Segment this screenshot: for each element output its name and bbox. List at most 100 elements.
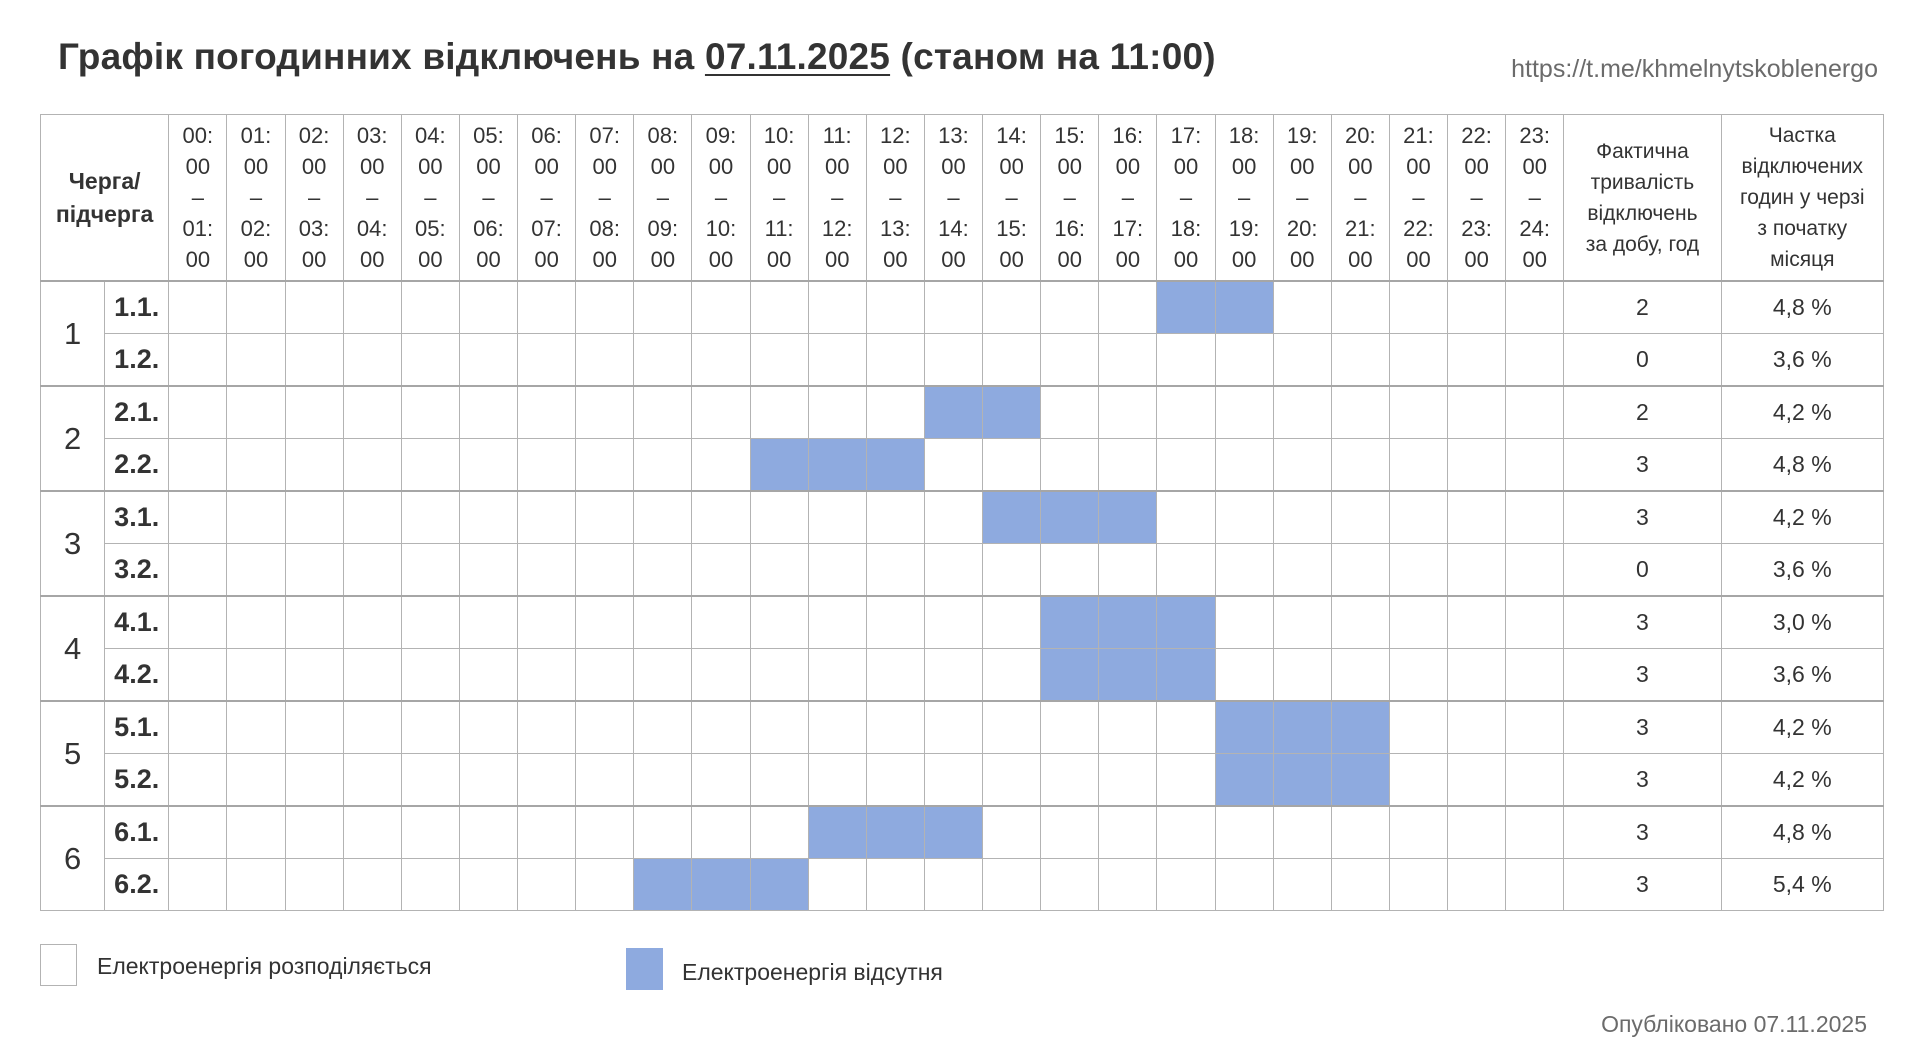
hour-slot-outage: [1156, 595, 1216, 649]
hour-slot-power: [458, 700, 519, 754]
legend-swatch-power-off: [626, 948, 663, 990]
hour-header-line: 00: [1115, 247, 1141, 272]
hour-slot-power: [1388, 543, 1449, 597]
hour-slot-outage: [1040, 595, 1100, 649]
hour-slot-power: [284, 333, 344, 387]
hour-header-line: –: [424, 185, 437, 210]
hour-slot-power: [400, 648, 460, 702]
hour-slot-power: [923, 858, 984, 911]
hour-slot-power: [1214, 805, 1274, 859]
hour-slot-power: [1214, 595, 1274, 649]
queue-group-label: 1: [39, 280, 106, 387]
hour-header-line: 00: [883, 247, 908, 272]
hour-slot-power: [633, 333, 693, 387]
hour-slot-power: [342, 753, 402, 807]
hour-slot-power: [749, 805, 809, 859]
hour-header-line: –: [714, 185, 728, 210]
hour-slot-power: [284, 543, 344, 597]
hour-header-line: 00: [824, 247, 850, 272]
hour-slot-power: [458, 385, 519, 439]
hour-header-line: 00: [418, 247, 443, 272]
hour-slot-power: [517, 753, 577, 807]
hour-slot-outage: [1098, 490, 1158, 544]
table-row: 5.2. 3 4,2 %: [41, 753, 1885, 807]
hour-slot-outage: [1214, 700, 1274, 754]
hour-slot-power: [342, 595, 402, 649]
hour-slot-power: [923, 648, 984, 702]
hour-slot-power: [575, 805, 635, 859]
hour-slot-power: [284, 805, 344, 859]
hour-slot-power: [575, 648, 635, 702]
hour-slot-power: [342, 438, 402, 492]
page-title: Графік погодинних відключень на 07.11.20…: [58, 36, 1216, 78]
hour-header-21: 21: 00 – 22: 00: [1388, 114, 1449, 282]
telegram-link[interactable]: https://t.me/khmelnytskoblenergo: [1511, 55, 1878, 83]
hour-slot-outage: [1272, 753, 1332, 807]
outage-share-value: 3,6 %: [1720, 648, 1885, 702]
hour-header-line: –: [1005, 185, 1018, 210]
hour-slot-outage: [865, 438, 925, 492]
hour-header-4: 04: 00 – 05: 00: [400, 114, 460, 282]
hour-slot-outage: [1040, 490, 1100, 544]
hour-slot-power: [923, 490, 984, 544]
hour-slot-power: [458, 333, 519, 387]
table-row: 2.2. 3 4,8 %: [41, 438, 1885, 492]
hour-header-16: 16: 00 – 17: 00: [1098, 114, 1158, 282]
hour-slot-power: [1098, 333, 1158, 387]
hour-slot-power: [1505, 753, 1565, 807]
hour-header-8: 08: 00 – 09: 00: [633, 114, 693, 282]
hour-header-line: 09:: [647, 216, 679, 241]
share-header-line: місяця: [1770, 248, 1835, 271]
hour-slot-power: [458, 490, 519, 544]
hour-header-line: 03:: [298, 216, 330, 241]
hour-slot-power: [865, 543, 925, 597]
hour-slot-power: [1388, 700, 1449, 754]
hour-slot-power: [982, 753, 1042, 807]
hour-header-line: 08:: [647, 123, 679, 148]
hour-slot-power: [342, 385, 402, 439]
hour-slot-power: [1447, 595, 1507, 649]
hour-header-line: –: [482, 185, 495, 210]
hour-slot-power: [400, 700, 460, 754]
hour-slot-power: [1214, 858, 1274, 911]
hour-header-line: –: [1237, 185, 1251, 210]
hour-slot-power: [400, 595, 460, 649]
hour-slot-power: [400, 858, 460, 911]
hour-slot-power: [517, 280, 577, 334]
table-row: 5 5.1. 3 4,2 %: [39, 700, 1885, 807]
hour-header-line: 11:: [822, 123, 852, 148]
hour-slot-power: [691, 385, 751, 439]
hour-slot-power: [1272, 490, 1332, 544]
hour-slot-power: [633, 805, 693, 859]
hour-header-line: 14:: [938, 216, 969, 241]
hour-header-line: 00: [1231, 247, 1257, 272]
hour-slot-power: [1505, 648, 1565, 702]
hour-header-line: 19:: [1286, 123, 1318, 148]
hour-header-line: 21:: [1345, 216, 1376, 241]
outage-duration-value: 3: [1563, 595, 1722, 649]
outage-share-value: 4,2 %: [1720, 700, 1885, 754]
hour-slot-power: [1447, 333, 1507, 387]
subqueue-label: 2.2.: [104, 438, 170, 492]
outage-duration-value: 0: [1563, 543, 1722, 597]
hour-slot-power: [1156, 490, 1216, 544]
hour-slot-power: [633, 648, 693, 702]
hour-slot-power: [226, 438, 286, 492]
hour-slot-outage: [749, 438, 809, 492]
hour-header-line: 00: [1289, 154, 1315, 179]
hour-slot-power: [1330, 805, 1390, 859]
hour-header-line: 10:: [705, 216, 737, 241]
hour-header-line: 20:: [1286, 216, 1318, 241]
hour-slot-power: [923, 700, 984, 754]
hour-slot-power: [691, 333, 751, 387]
outage-share-value: 4,8 %: [1720, 438, 1885, 492]
hour-slot-power: [284, 385, 344, 439]
outage-share-value: 4,2 %: [1720, 385, 1885, 439]
outage-duration-value: 3: [1563, 753, 1722, 807]
hour-slot-power: [1330, 385, 1390, 439]
hour-header-line: 00: [883, 154, 908, 179]
hour-slot-outage: [982, 490, 1042, 544]
hour-slot-power: [575, 333, 635, 387]
title-suffix: (станом на 11:00): [890, 36, 1216, 77]
duration-header-line: відключень: [1587, 201, 1698, 225]
